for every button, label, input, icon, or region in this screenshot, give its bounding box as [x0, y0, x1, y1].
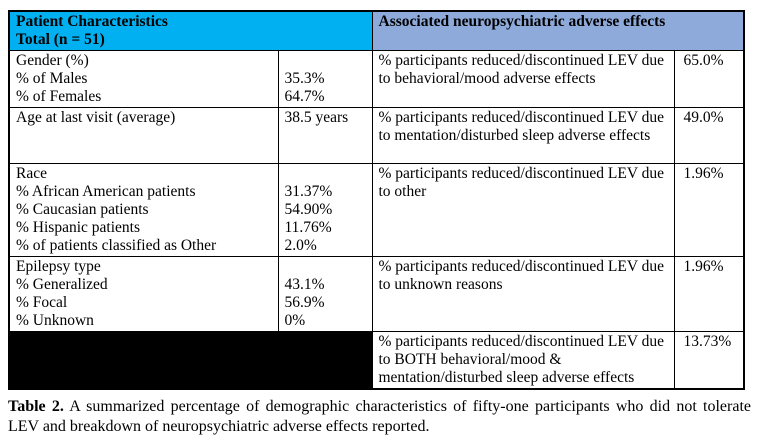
epilepsy-label-cell: Epilepsy type % Generalized % Focal % Un… [8, 256, 279, 332]
header-line-adverse-effects: Associated neuropsychiatric adverse effe… [378, 13, 666, 30]
row-value [285, 52, 366, 70]
table-row: % participants reduced/discontinued LEV … [8, 331, 745, 390]
row-label: % Hispanic patients [16, 219, 140, 236]
age-value-cell: 38.5 years [277, 107, 373, 164]
caption-label: Table 2. [8, 398, 64, 415]
patient-characteristics-header: Patient Characteristics Total (n = 51) [8, 10, 373, 51]
row-value: 54.90% [284, 201, 333, 218]
adverse-effects-header: Associated neuropsychiatric adverse effe… [371, 10, 745, 51]
gender-value-cell: 35.3% 64.7% [277, 50, 373, 108]
row-value: 56.9% [284, 294, 325, 311]
header-row: Patient Characteristics Total (n = 51) A… [8, 10, 745, 51]
patient-characteristics-table: Patient Characteristics Total (n = 51) A… [8, 10, 745, 390]
row-label: % of Males [16, 70, 88, 87]
adverse-effect-description: % participants reduced/discontinued LEV … [371, 50, 675, 108]
gender-label-cell: Gender (%) % of Males % of Females [8, 50, 279, 108]
row-label: % Caucasian patients [16, 201, 149, 218]
row-value: 43.1% [284, 276, 325, 293]
adverse-effect-value: 65.0% [673, 50, 745, 108]
row-label: % Generalized [16, 276, 108, 293]
table-row: Gender (%) % of Males % of Females 35.3%… [8, 50, 745, 108]
race-value-cell: 31.37% 54.90% 11.76% 2.0% [277, 163, 373, 257]
adverse-effect-value: 13.73% [673, 331, 745, 390]
adverse-effect-value: 49.0% [673, 107, 745, 164]
row-value: 38.5 years [284, 109, 349, 126]
adverse-effect-description: % participants reduced/discontinued LEV … [371, 107, 675, 164]
row-label: % Focal [16, 294, 68, 311]
epilepsy-value-cell: 43.1% 56.9% 0% [277, 256, 373, 332]
row-label: Age at last visit (average) [16, 109, 176, 126]
adverse-effect-value: 1.96% [673, 163, 745, 257]
table-row: Age at last visit (average) 38.5 years %… [8, 107, 745, 164]
row-label: % Unknown [16, 312, 94, 329]
redacted-cell [8, 331, 373, 390]
row-value [285, 258, 366, 276]
age-label-cell: Age at last visit (average) [8, 107, 279, 164]
adverse-effect-description: % participants reduced/discontinued LEV … [371, 163, 675, 257]
row-value [285, 165, 366, 183]
race-label-cell: Race % African American patients % Cauca… [8, 163, 279, 257]
row-value: 64.7% [284, 88, 325, 105]
header-line-title: Patient Characteristics [16, 13, 168, 30]
row-label: % African American patients [16, 183, 196, 200]
row-value: 31.37% [284, 183, 333, 200]
row-label: % of patients classified as Other [16, 237, 217, 254]
row-label: Epilepsy type [16, 258, 101, 275]
table-caption: Table 2. A summarized percentage of demo… [8, 397, 751, 435]
caption-text: A summarized percentage of demographic c… [8, 398, 751, 435]
adverse-effect-value: 1.96% [673, 256, 745, 332]
row-value: 11.76% [284, 219, 332, 236]
adverse-effect-description: % participants reduced/discontinued LEV … [371, 256, 675, 332]
row-value: 2.0% [284, 237, 317, 254]
adverse-effect-description: % participants reduced/discontinued LEV … [371, 331, 675, 390]
table-row: Epilepsy type % Generalized % Focal % Un… [8, 256, 745, 332]
row-label: % of Females [16, 88, 102, 105]
row-label: Gender (%) [16, 52, 89, 69]
row-value: 35.3% [284, 70, 325, 87]
row-label: Race [16, 165, 47, 182]
header-line-total: Total (n = 51) [16, 31, 105, 48]
row-value: 0% [284, 312, 306, 329]
table-row: Race % African American patients % Cauca… [8, 163, 745, 257]
